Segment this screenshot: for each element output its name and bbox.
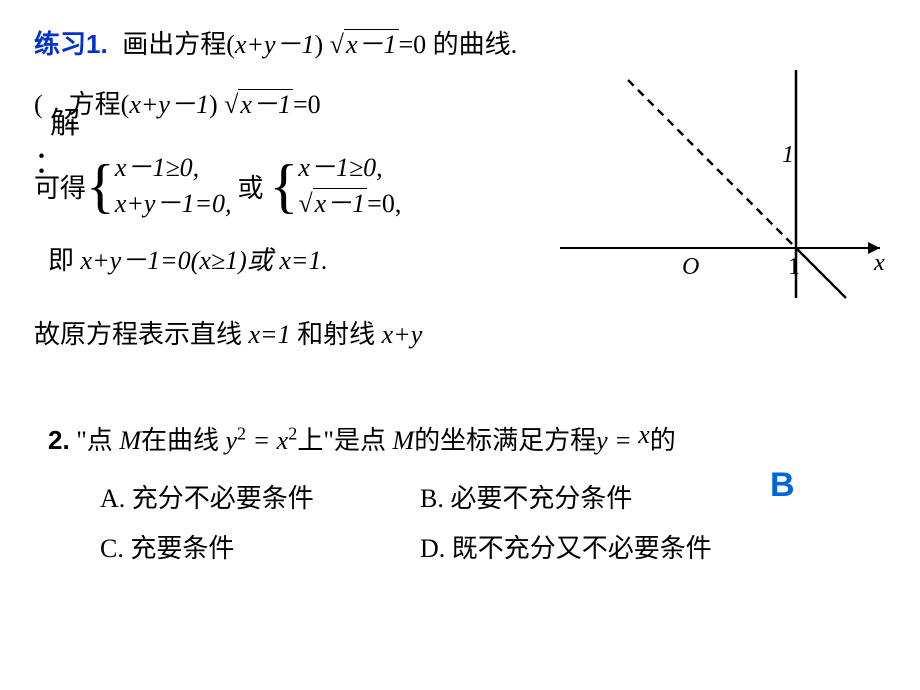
jie-text: 解 [50, 107, 80, 140]
x-tick-1: 1 [788, 254, 800, 280]
q2-optA: A. 充分不必要条件 [100, 478, 314, 515]
q2-num: 2. [48, 425, 70, 455]
q2-optD: D. 既不充分又不必要条件 [420, 528, 712, 565]
prompt-mid: ) [315, 30, 330, 59]
q2-answer: B [770, 466, 795, 505]
case2-bot: √x－1=0, [298, 186, 401, 222]
prompt-eq: =0 的曲线. [399, 30, 518, 59]
q2-optB: B. 必要不充分条件 [420, 478, 632, 515]
q2-line: 2. "点 M在曲线 y2 = x2上"是点 M的坐标满足方程y = x的 [48, 420, 676, 457]
case2-top: x－1≥0, [298, 150, 401, 186]
prompt-sqrt: √ [330, 30, 344, 59]
line2-pre: ( 方程( [34, 90, 129, 119]
conclusion-mid: 和射线 [291, 320, 382, 349]
line2-under: x－1 [238, 89, 293, 119]
case2-group: x－1≥0, √x－1=0, [298, 150, 401, 223]
case2-eq: =0, [367, 189, 401, 218]
q2-M2: M [392, 426, 414, 455]
graph: 1 O 1 x [560, 70, 900, 300]
line2-eq: =0 [293, 90, 321, 119]
q2-pre: "点 [76, 426, 119, 455]
conclusion-ray: x+y [382, 320, 423, 349]
prompt-under-sqrt: x－1 [344, 29, 399, 59]
q2-eq2-rhs: x [638, 420, 650, 449]
left-brace-2: { [270, 156, 299, 216]
conclusion-line: 故原方程表示直线 x=1 和射线 x+y [34, 314, 422, 351]
q2-M1: M [119, 426, 141, 455]
q2-sup1: 2 [237, 423, 246, 443]
cases-line: 可得 { x－1≥0, x+y－1=0, 或 { x－1≥0, √x－1=0, [34, 150, 401, 223]
graph-svg: 1 O 1 x [560, 70, 900, 300]
prompt-pre: 画出方程( [122, 30, 235, 59]
case1-top: x－1≥0, [115, 150, 232, 186]
prompt-expr1: x+y－1 [235, 30, 315, 59]
q2-eq2: y = [596, 426, 638, 455]
left-brace-1: { [86, 156, 115, 216]
case1-bot: x+y－1=0, [115, 186, 232, 222]
huo-text: 或 [238, 168, 264, 205]
exercise1-label: 练习1. [34, 29, 108, 59]
conclusion-pre: 故原方程表示直线 [34, 320, 249, 349]
origin-label: O [682, 254, 699, 280]
kede-text: 可得 [34, 168, 86, 205]
q2-eqmid: = x [246, 426, 288, 455]
q2-mid1: 在曲线 [141, 426, 226, 455]
case2-sqrt: √ [298, 189, 312, 218]
jie-label: 解 [50, 98, 80, 142]
q2-end: 的 [650, 426, 676, 455]
line2-sqrt: √ [224, 90, 238, 119]
ray-line [796, 248, 846, 298]
case2-under: x－1 [313, 188, 368, 218]
q2-sup2: 2 [288, 423, 297, 443]
ji-text: 即 [48, 246, 81, 275]
y-tick-1: 1 [782, 142, 794, 168]
x-axis-label: x [873, 250, 885, 276]
q2-y: y [226, 426, 238, 455]
line2-mid: ) [209, 90, 224, 119]
dashed-line [628, 80, 796, 248]
ji-line: 即 x+y－1=0(x≥1)或 x=1. [48, 240, 328, 277]
conclusion-x1: x=1 [249, 320, 291, 349]
line-eq: x+y－1=0(x≥1)或 [81, 246, 280, 275]
case1-group: x－1≥0, x+y－1=0, [115, 150, 232, 223]
exercise1-line: 练习1. 画出方程(x+y－1) √x－1=0 的曲线. [34, 24, 517, 61]
q2-optC: C. 充要条件 [100, 528, 234, 565]
q2-mid2: 上"是点 [297, 426, 392, 455]
line-eq2: x=1. [279, 246, 328, 275]
line2-expr: x+y－1 [129, 90, 209, 119]
q2-mid3: 的坐标满足方程 [414, 426, 596, 455]
